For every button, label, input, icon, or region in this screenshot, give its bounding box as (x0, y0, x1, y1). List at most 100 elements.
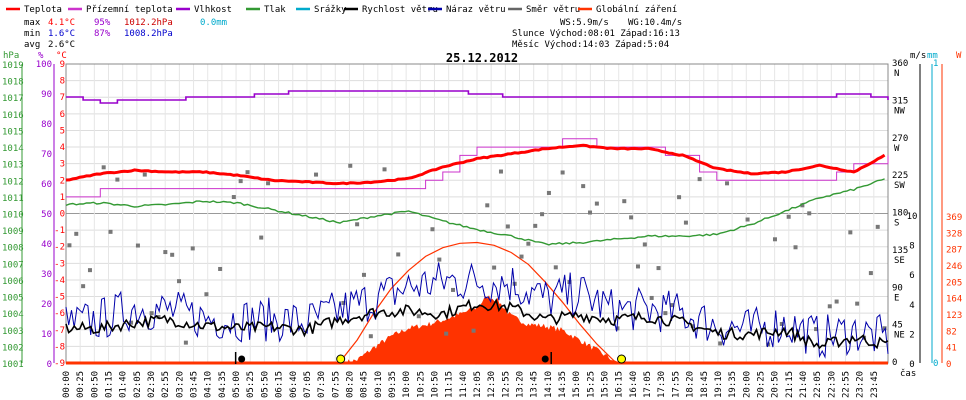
axis-time-tick: 07:55 (331, 371, 341, 398)
legend-label-teplota: Teplota (24, 5, 62, 15)
axis-dir-degree: 180 (892, 209, 908, 219)
wind-direction-point (314, 172, 319, 177)
series-wind-speed (65, 298, 889, 350)
axis-time-tick: 20:50 (771, 371, 781, 398)
wind-direction-point (814, 327, 819, 332)
axis-w-tick: 82 (946, 327, 957, 337)
stat-max-label: max (24, 18, 41, 28)
axis-hpa-tick: 1015 (2, 127, 24, 137)
axis-ms-tick: 0 (909, 360, 914, 370)
wind-direction-point (149, 311, 154, 316)
axis-ms-label: m/s (910, 51, 926, 61)
axis-time-tick: 18:20 (686, 371, 696, 398)
wind-direction-point (779, 321, 784, 326)
axis-time-tick: 09:10 (374, 371, 384, 398)
wind-direction-point (170, 252, 175, 257)
axis-time-tick: 11:40 (459, 371, 469, 398)
axis-temp-tick: 7 (60, 93, 65, 103)
axis-humidity-tick: 60 (41, 180, 52, 190)
axis-humidity-tick: 70 (41, 150, 52, 160)
legend-label-vlhkost: Vlhkost (194, 5, 232, 15)
axis-time-tick: 19:35 (728, 371, 738, 398)
axis-hpa-tick: 1007 (2, 260, 24, 270)
axis-dir-degree: 360 (892, 59, 908, 69)
axis-hpa-tick: 1010 (2, 211, 24, 221)
axis-humidity-tick: 90 (41, 90, 52, 100)
series-humidity (66, 90, 889, 104)
axis-time-tick: 10:25 (416, 371, 426, 398)
axis-time-tick: 02:55 (161, 371, 171, 398)
legend-label-zareni: Globální záření (596, 5, 677, 15)
axis-hpa-tick: 1019 (2, 61, 24, 71)
axis-temp-tick: 3 (60, 160, 65, 170)
axis-time-tick: 14:35 (558, 371, 568, 398)
wind-direction-point (505, 224, 510, 229)
axis-temp-tick: 1 (60, 193, 65, 203)
axis-temp-tick: 8 (60, 77, 65, 87)
axis-time-tick: 22:05 (813, 371, 823, 398)
legend-label-naraz: Náraz větru (446, 5, 506, 15)
axis-ms-tick: 6 (909, 271, 914, 281)
wind-direction-point (546, 190, 551, 195)
moonset-marker (238, 355, 246, 363)
axis-time-tick: 21:15 (785, 371, 795, 398)
wind-direction-point (142, 172, 147, 177)
wind-direction-point (87, 268, 92, 273)
axis-humidity-label: % (38, 51, 44, 61)
legend-label-srazky: Srážky (314, 5, 347, 15)
axis-time-tick: 12:55 (501, 371, 511, 398)
axis-temp-tick: 4 (60, 143, 65, 153)
axis-humidity-tick: 40 (41, 240, 52, 250)
wind-direction-point (190, 246, 195, 251)
axis-temp-label: °C (56, 51, 67, 61)
axis-time-tick: 00:50 (90, 371, 100, 398)
wind-direction-point (74, 231, 79, 236)
wind-direction-point (807, 211, 812, 216)
axis-time-tick: 11:15 (445, 371, 455, 398)
axis-time-tick: 17:30 (657, 371, 667, 398)
axis-time-tick: 06:15 (275, 371, 285, 398)
axis-time-tick: 02:05 (133, 371, 143, 398)
axis-temp-tick: -2 (54, 243, 65, 253)
axis-w-tick: 328 (946, 229, 962, 239)
wind-direction-point (581, 184, 586, 189)
wind-direction-point (444, 331, 449, 336)
axis-temp-tick: -9 (54, 359, 65, 369)
series-temperature (65, 143, 886, 186)
wind-direction-point (231, 195, 236, 200)
stat-max-rain: 0.0mm (200, 18, 227, 28)
axis-temp-tick: -6 (54, 309, 65, 319)
axis-time-tick: 13:45 (530, 371, 540, 398)
wind-direction-point (670, 303, 675, 308)
axis-hpa-tick: 1011 (2, 194, 24, 204)
wind-direction-point (67, 243, 72, 248)
axis-dir-degree: 270 (892, 134, 908, 144)
info-wind-speed: WS:5.9m/s (560, 18, 609, 28)
wind-direction-point (259, 235, 264, 240)
info-wind-gust: WG:10.4m/s (628, 18, 682, 28)
axis-time-tick: 01:15 (105, 371, 115, 398)
wind-direction-point (772, 237, 777, 242)
axis-time-tick: 12:05 (473, 371, 483, 398)
stat-min-pressure: 1008.2hPa (124, 29, 173, 39)
wind-direction-point (718, 341, 723, 346)
wind-direction-point (690, 324, 695, 329)
wind-direction-point (683, 220, 688, 225)
wind-direction-point (218, 266, 223, 271)
axis-temp-tick: 5 (60, 126, 65, 136)
wind-direction-point (135, 243, 140, 248)
axis-hpa-tick: 1003 (2, 327, 24, 337)
axis-time-tick: 17:55 (671, 371, 681, 398)
series-global-radiation (336, 295, 623, 364)
wind-direction-point (745, 217, 750, 222)
axis-temp-tick: 0 (60, 210, 65, 220)
wind-direction-point (519, 254, 524, 259)
wind-direction-point (656, 266, 661, 271)
wind-direction-point (437, 257, 442, 262)
wind-direction-point (396, 252, 401, 257)
axis-time-tick: 00:25 (76, 371, 86, 398)
wind-direction-point (115, 177, 120, 182)
axis-mm-tick: 1 (933, 59, 938, 69)
axis-dir-degree: 135 (892, 246, 908, 256)
